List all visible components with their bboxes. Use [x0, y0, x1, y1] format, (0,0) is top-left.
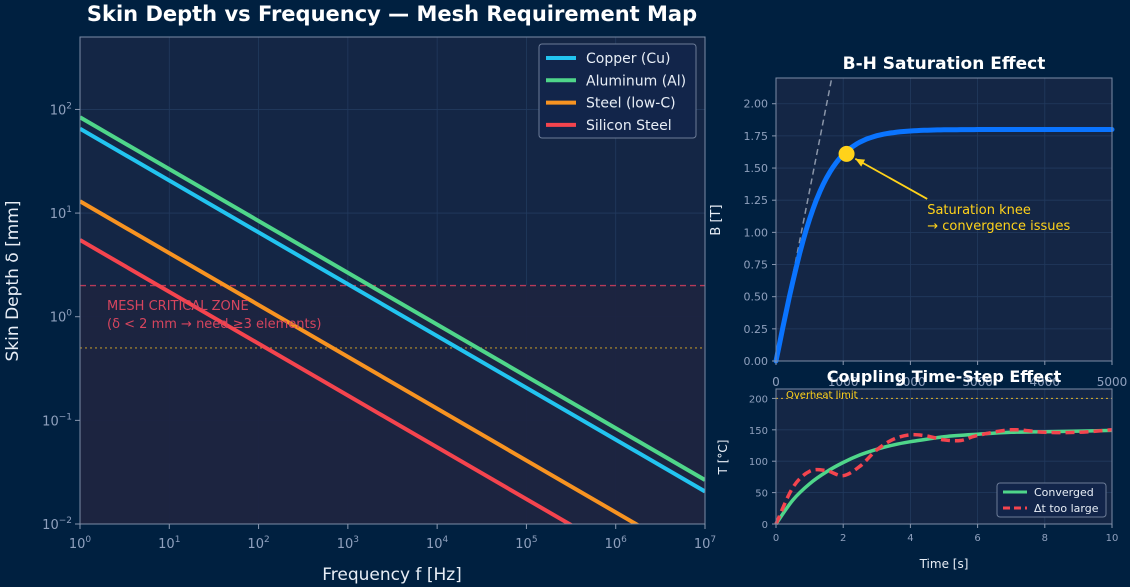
- main-x-tick-label: 105: [515, 535, 537, 552]
- bh-plot-frame: [775, 77, 1113, 362]
- main-y-tick-label: 101: [50, 205, 72, 222]
- coupling-y-label: T [°C]: [716, 440, 730, 476]
- bh-y-label: B [T]: [709, 204, 724, 235]
- bh-y-tick-label: 0.00: [744, 355, 769, 368]
- coupling-y-tick-label: 50: [755, 489, 768, 500]
- coupling-x-tick-label: 6: [974, 533, 980, 544]
- coupling-x-tick-label: 4: [907, 533, 913, 544]
- series-line-steel-low-c: [80, 199, 640, 524]
- coupling-x-label: Time [s]: [919, 557, 969, 571]
- main-x-tick-label: 101: [158, 535, 180, 552]
- bh-y-tick-label: 0.25: [744, 323, 769, 336]
- bh-ticks: 0 1000 2000 3000 4000 5000 0.00 0.25 0.50 0.75 1.0…: [744, 98, 1128, 389]
- bh-x-tick-label: 1000: [828, 375, 859, 389]
- bh-y-tick-label: 1.00: [744, 226, 769, 239]
- coupling-legend-label-converged: Converged: [1034, 486, 1094, 499]
- bh-x-tick-label: 3000: [962, 375, 993, 389]
- main-series-group: [80, 115, 705, 524]
- coupling-x-tick-label: 0: [773, 533, 779, 544]
- coupling-legend-items: Converged Δt too large: [1003, 486, 1099, 515]
- bh-y-tick-label: 1.25: [744, 194, 769, 207]
- bh-annotation-line1: Saturation knee: [927, 203, 1031, 218]
- coupling-y-tick-label: 0: [762, 520, 768, 531]
- bh-linear-reference: [775, 77, 833, 362]
- bh-annotation-line2: → convergence issues: [927, 219, 1070, 234]
- bh-y-tick-label: 0.50: [744, 291, 769, 304]
- bh-chart: Saturation knee → convergence issues 0 10…: [709, 54, 1127, 389]
- series-line-silicon-steel: [80, 238, 574, 524]
- coupling-legend: Converged Δt too large: [996, 482, 1107, 518]
- main-x-tick-label: 107: [694, 535, 716, 552]
- coupling-legend-label-t-too-large: Δt too large: [1034, 502, 1099, 515]
- bh-y-tick-label: 1.75: [744, 130, 769, 143]
- legend-label-copper-cu: Copper (Cu): [586, 51, 671, 67]
- main-x-tick-label: 103: [337, 535, 359, 552]
- main-y-label: Skin Depth δ [mm]: [3, 201, 23, 362]
- main-title: Skin Depth vs Frequency — Mesh Requireme…: [87, 2, 697, 26]
- bh-y-tick-label: 1.50: [744, 162, 769, 175]
- main-x-tick-label: 106: [605, 535, 628, 552]
- bh-y-tick-label: 2.00: [744, 98, 769, 111]
- overheat-limit-label: Overheat limit: [786, 390, 858, 401]
- main-x-tick-label: 104: [426, 535, 449, 552]
- main-legend: Copper (Cu) Aluminum (Al) Steel (low-C) Sil…: [538, 43, 697, 139]
- coupling-title: Coupling Time-Step Effect: [827, 367, 1062, 386]
- coupling-series-group: [774, 427, 1113, 526]
- main-legend-items: Copper (Cu) Aluminum (Al) Steel (low-C) Sil…: [546, 51, 686, 134]
- coupling-x-tick-label: 10: [1106, 533, 1119, 544]
- main-x-tick-label: 102: [247, 535, 269, 552]
- series-line-copper-cu: [80, 126, 705, 494]
- legend-label-silicon-steel: Silicon Steel: [586, 118, 672, 134]
- critical-zone-label: MESH CRITICAL ZONE: [107, 299, 249, 314]
- coupling-plot-frame: [775, 388, 1113, 525]
- legend-label-aluminum-al: Aluminum (Al): [586, 73, 686, 89]
- main-plot-frame: [79, 36, 706, 525]
- coupling-series-t-too-large: [774, 427, 1113, 525]
- critical-zone-sublabel: (δ < 2 mm → need ≥3 elements): [107, 317, 321, 332]
- main-y-tick-label: 10−1: [42, 412, 72, 429]
- series-line-aluminum-al: [80, 115, 705, 482]
- bh-y-tick-label: 0.75: [744, 259, 769, 272]
- bh-annotation-arrowhead: [855, 158, 866, 167]
- main-chart: MESH CRITICAL ZONE (δ < 2 mm → need ≥3 e…: [3, 2, 716, 585]
- coupling-series-converged: [774, 428, 1113, 526]
- main-y-tick-label: 102: [50, 101, 72, 118]
- bh-x-tick-label: 2000: [895, 375, 926, 389]
- main-y-tick-label: 100: [50, 309, 73, 326]
- coupling-y-tick-label: 200: [749, 394, 768, 405]
- bh-plot-area: [776, 78, 1112, 361]
- coupling-x-tick-label: 2: [840, 533, 846, 544]
- legend-label-steel-low-c: Steel (low-C): [586, 96, 676, 112]
- main-y-tick-label: 10−2: [42, 516, 72, 533]
- bh-x-tick-label: 0: [772, 375, 780, 389]
- coupling-x-tick-label: 8: [1042, 533, 1048, 544]
- main-x-tick-label: 100: [69, 535, 92, 552]
- main-ticks: 100 101 102 103 104 105 106 107 10−2 10−1 100 101 10…: [42, 101, 716, 552]
- bh-knee-point: [838, 145, 855, 162]
- critical-zone: [80, 285, 705, 524]
- bh-curve: [773, 127, 1115, 364]
- bh-title: B-H Saturation Effect: [843, 54, 1046, 74]
- main-legend-box: [538, 43, 697, 139]
- bh-x-tick-label: 5000: [1097, 375, 1128, 389]
- main-x-label: Frequency f [Hz]: [322, 565, 462, 585]
- coupling-y-tick-label: 150: [749, 426, 768, 437]
- bh-x-tick-label: 4000: [1030, 375, 1061, 389]
- bh-annotation-arrow: [854, 157, 928, 200]
- coupling-y-tick-label: 100: [749, 457, 768, 468]
